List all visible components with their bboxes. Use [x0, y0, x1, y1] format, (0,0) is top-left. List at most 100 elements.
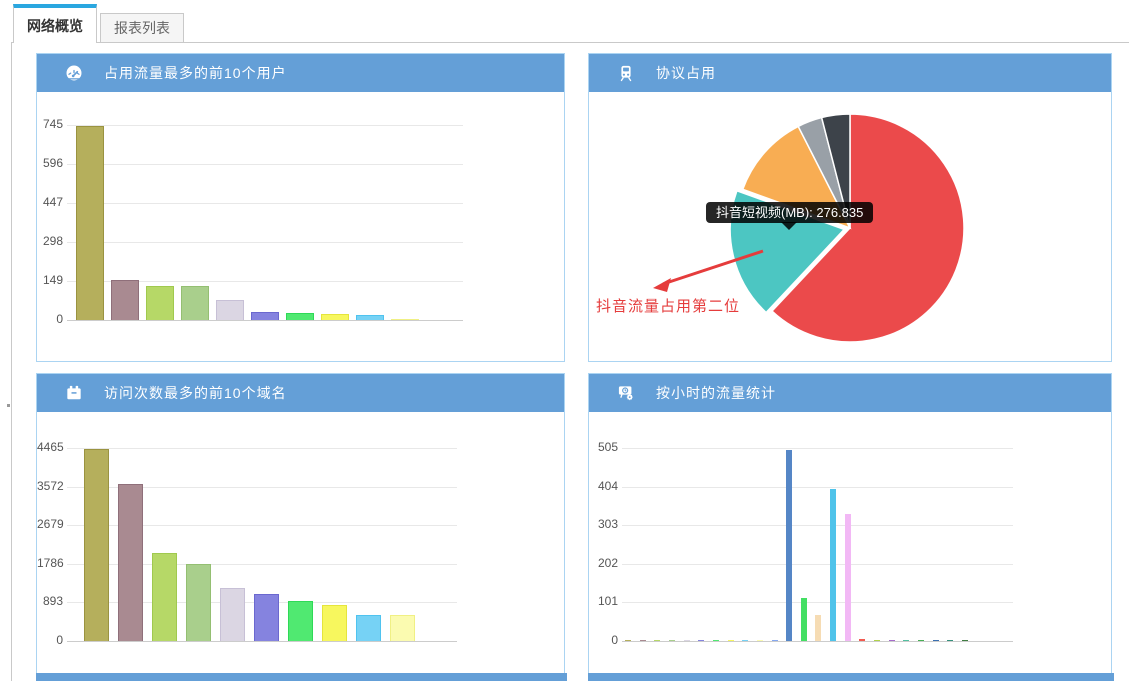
panel-header: 访问次数最多的前10个域名 [37, 374, 564, 412]
tab-report-list[interactable]: 报表列表 [100, 13, 184, 42]
bar[interactable] [322, 605, 347, 641]
y-tick-label: 202 [597, 555, 618, 570]
y-tick-label: 505 [597, 440, 618, 454]
tab-bar: 网络概览 报表列表 [13, 4, 184, 43]
y-tick-label: 4465 [37, 440, 64, 454]
chart-tooltip: 抖音短视频(MB): 276.835 [706, 202, 874, 230]
pie-slice[interactable] [820, 113, 851, 229]
bar[interactable] [220, 587, 245, 641]
y-tick-label: 893 [42, 594, 63, 609]
y-tick-label: 303 [597, 517, 618, 532]
next-panel-header-strip [36, 673, 567, 681]
bar[interactable] [356, 314, 384, 320]
gridline [67, 281, 463, 282]
bar[interactable] [76, 126, 104, 320]
y-tick-label: 298 [42, 234, 63, 248]
bar[interactable] [391, 318, 419, 320]
tab-network-overview[interactable]: 网络概览 [13, 4, 97, 43]
gridline [67, 125, 463, 126]
bar[interactable] [668, 639, 675, 641]
bar[interactable] [111, 279, 139, 320]
panel-title: 协议占用 [656, 65, 716, 81]
bar[interactable] [84, 448, 109, 641]
tab-label: 网络概览 [27, 17, 83, 34]
bar[interactable] [859, 639, 866, 641]
panel-top-users: 占用流量最多的前10个用户 0 149 298 447 596 745 [36, 53, 565, 362]
bar[interactable] [932, 639, 939, 641]
gridline [67, 320, 463, 321]
gridline [622, 486, 1013, 488]
panel-title: 占用流量最多的前10个用户 [104, 65, 287, 81]
bar[interactable] [786, 449, 793, 641]
bar[interactable] [844, 513, 851, 641]
panel-body: 0 149 298 447 596 745 [37, 92, 564, 361]
panel-header: 按小时的流量统计 [589, 374, 1111, 412]
panel-header: 协议占用 [589, 54, 1111, 92]
bar[interactable] [771, 639, 778, 641]
y-tick-label: 0 [56, 633, 63, 647]
gridline [622, 525, 1013, 527]
bar[interactable] [216, 300, 244, 320]
gridline [67, 563, 457, 565]
bar[interactable] [712, 639, 719, 641]
bar[interactable] [390, 615, 415, 641]
bar[interactable] [683, 639, 690, 641]
panel-body: 0 893 1786 2679 3572 4465 [37, 412, 564, 681]
pie-slice[interactable] [770, 113, 965, 343]
bar[interactable] [146, 285, 174, 320]
gridline [67, 486, 457, 488]
train-icon [620, 65, 632, 82]
bar[interactable] [815, 615, 822, 641]
y-tick-label: 596 [42, 156, 63, 170]
bar[interactable] [639, 639, 646, 641]
bar[interactable] [152, 552, 177, 641]
y-tick-label: 3572 [37, 478, 64, 493]
y-tick-label: 0 [56, 312, 63, 326]
bar[interactable] [181, 286, 209, 320]
gridline [622, 448, 1013, 449]
bar[interactable] [625, 639, 631, 641]
gridline [622, 641, 1013, 642]
bar[interactable] [654, 639, 661, 641]
y-tick-label: 1786 [37, 555, 64, 570]
bar[interactable] [118, 484, 143, 641]
gridline [67, 203, 463, 204]
bar[interactable] [800, 598, 807, 641]
bar[interactable] [947, 639, 954, 641]
bar[interactable] [903, 639, 910, 641]
next-panel-header-strip [588, 673, 1114, 681]
panel-title: 按小时的流量统计 [656, 385, 776, 401]
bar[interactable] [727, 639, 734, 641]
bar[interactable] [918, 639, 924, 641]
pie-chart-protocol [589, 92, 1111, 361]
bar[interactable] [961, 639, 968, 641]
bar[interactable] [742, 639, 749, 641]
bar[interactable] [698, 639, 705, 641]
bar[interactable] [251, 311, 279, 320]
y-tick-label: 0 [611, 633, 618, 647]
bar[interactable] [888, 639, 895, 641]
gridline [67, 164, 463, 165]
pie [729, 113, 965, 343]
bar[interactable] [830, 488, 837, 641]
bar[interactable] [288, 601, 313, 641]
y-tick-label: 2679 [37, 517, 64, 532]
bar[interactable] [254, 593, 279, 641]
gridline [67, 242, 463, 243]
annotation-arrow-icon [653, 249, 764, 292]
bar[interactable] [186, 564, 211, 641]
bar[interactable] [874, 639, 881, 641]
bar[interactable] [321, 313, 349, 320]
bar[interactable] [756, 639, 763, 641]
tab-label: 报表列表 [114, 20, 170, 36]
gauge-icon [66, 65, 82, 81]
panel-body: 0 101 202 303 404 505 [589, 412, 1111, 681]
bar[interactable] [356, 615, 381, 641]
bar[interactable] [286, 313, 314, 320]
gridline [622, 563, 1013, 565]
panel-title: 访问次数最多的前10个域名 [104, 385, 287, 401]
gridline [622, 602, 1013, 604]
bar-chart-hourly: 0 101 202 303 404 505 [589, 412, 1111, 681]
y-tick-label: 404 [597, 478, 618, 493]
